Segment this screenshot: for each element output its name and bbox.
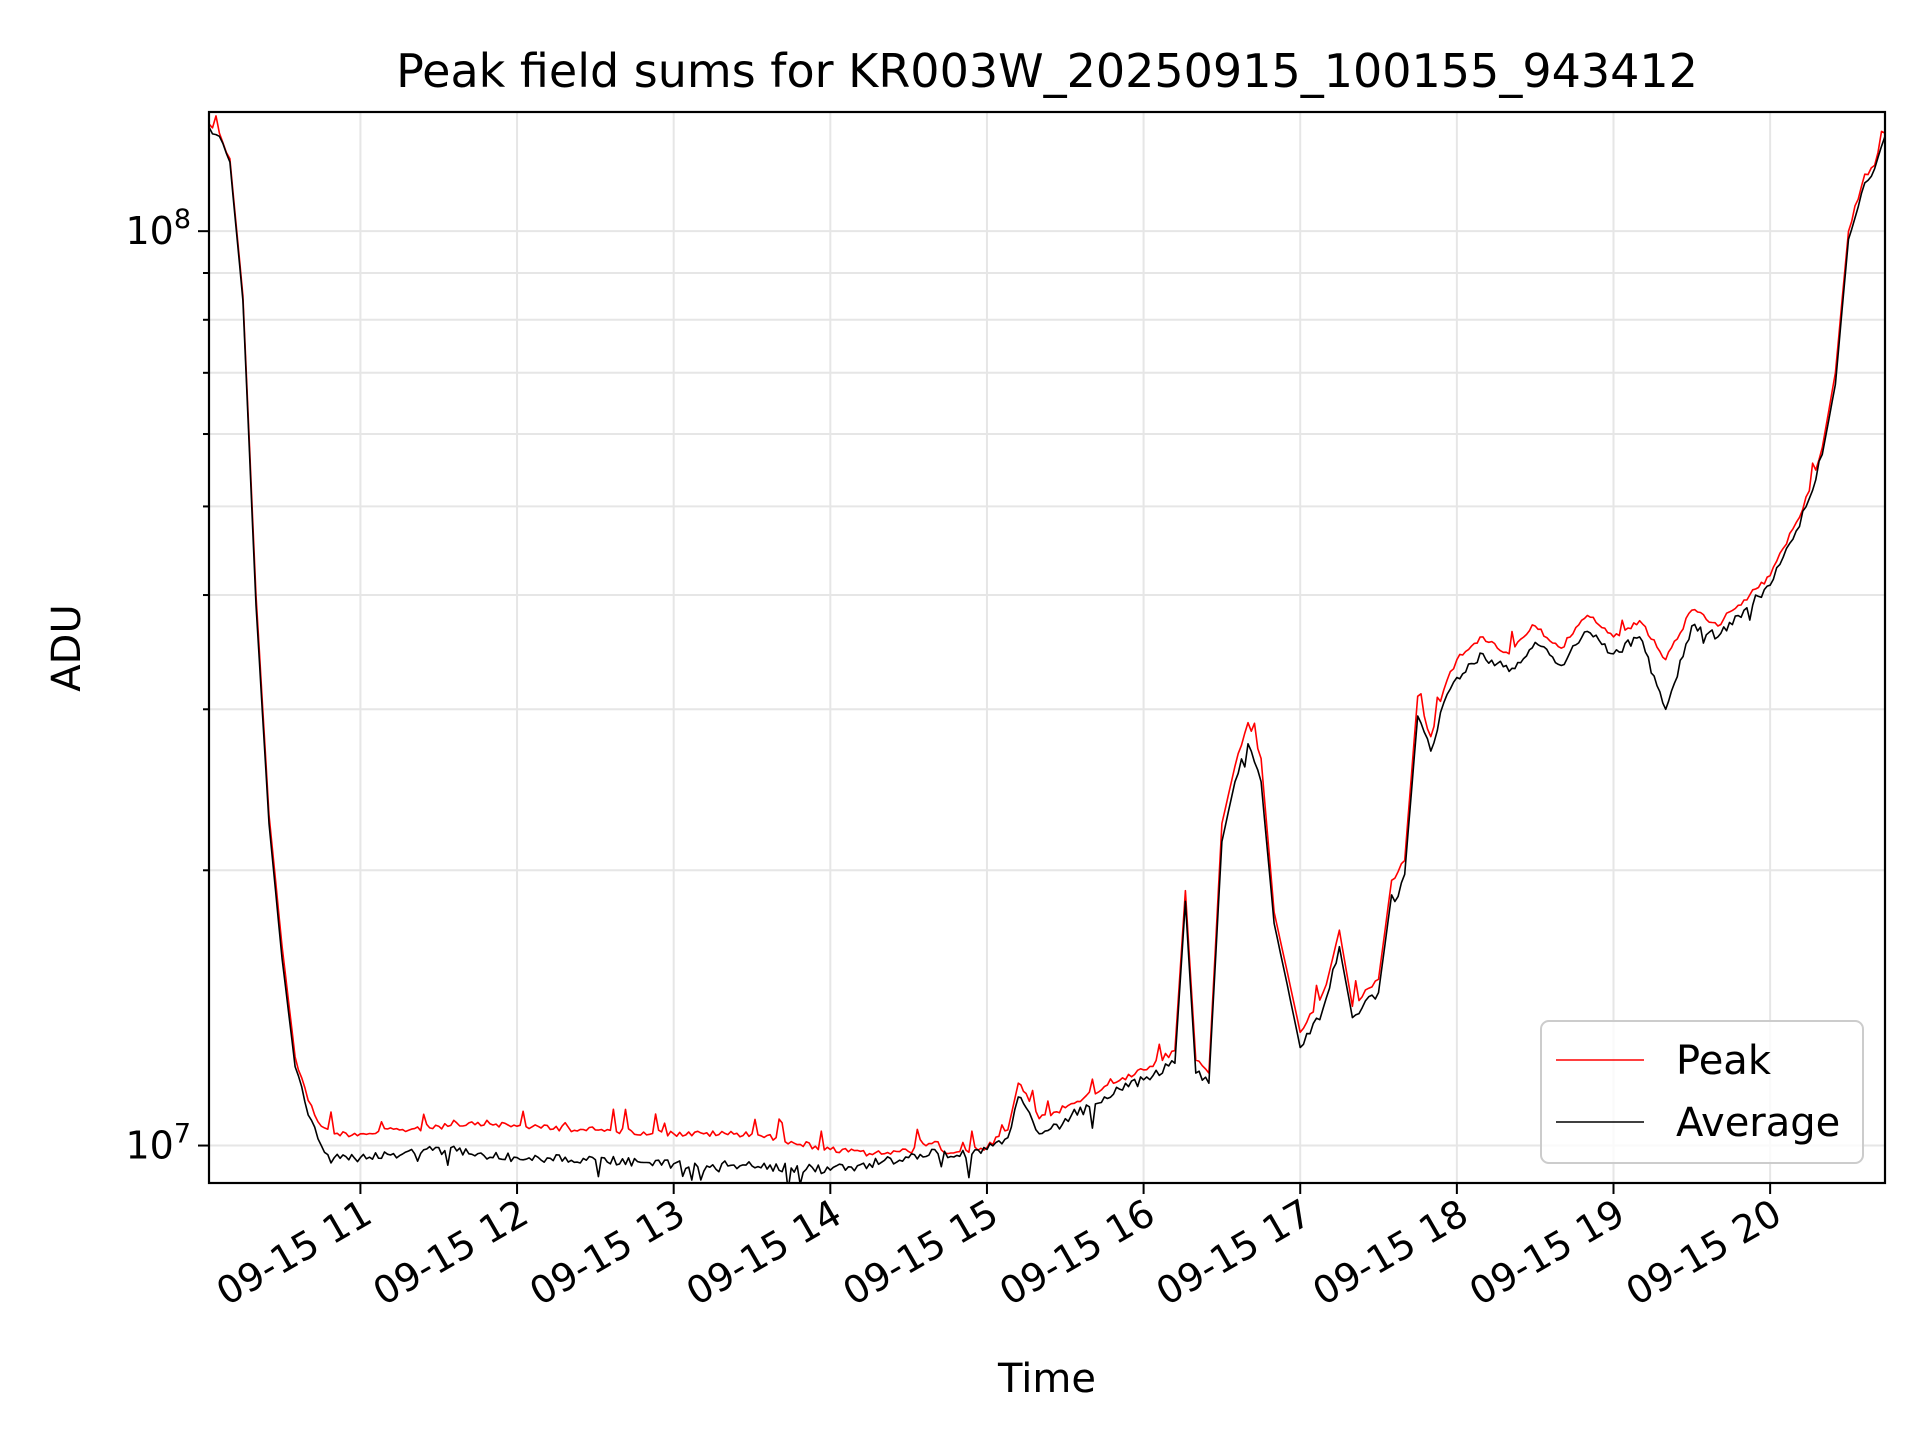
grid (209, 112, 1885, 1183)
plot-frame (207, 110, 1887, 1185)
legend-label-peak: Peak (1676, 1038, 1772, 1084)
y-axis-label: ADU (44, 604, 90, 691)
legend-box (1540, 1020, 1864, 1164)
series-line-peak (209, 115, 1885, 1157)
x-axis-label: Time (997, 1356, 1096, 1402)
legend-label-average: Average (1676, 1100, 1840, 1146)
series-layer (209, 115, 1885, 1183)
legend: Peak Average (1540, 1020, 1864, 1164)
series-line-average (209, 126, 1885, 1183)
chart-title: Peak field sums for KR003W_20250915_1001… (396, 44, 1698, 98)
